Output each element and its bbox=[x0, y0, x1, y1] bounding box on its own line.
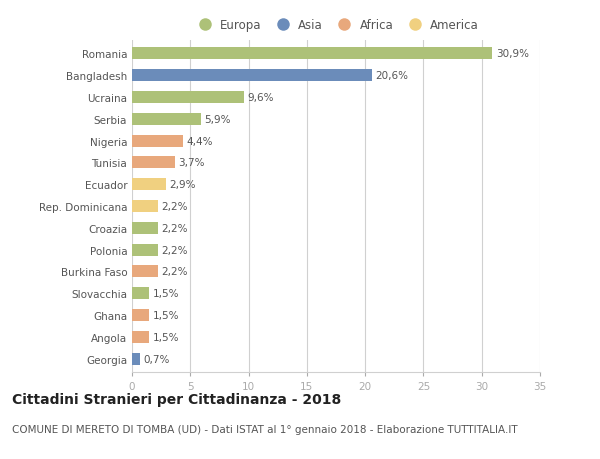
Bar bbox=[132, 179, 166, 191]
Bar bbox=[132, 244, 158, 256]
Text: COMUNE DI MERETO DI TOMBA (UD) - Dati ISTAT al 1° gennaio 2018 - Elaborazione TU: COMUNE DI MERETO DI TOMBA (UD) - Dati IS… bbox=[12, 424, 518, 434]
Text: 3,7%: 3,7% bbox=[179, 158, 205, 168]
Bar bbox=[132, 157, 175, 169]
Text: 1,5%: 1,5% bbox=[153, 310, 179, 320]
Bar bbox=[132, 222, 158, 234]
Text: 4,4%: 4,4% bbox=[187, 136, 213, 146]
Text: 9,6%: 9,6% bbox=[247, 93, 274, 103]
Text: 20,6%: 20,6% bbox=[376, 71, 409, 81]
Text: 2,2%: 2,2% bbox=[161, 202, 188, 212]
Text: 5,9%: 5,9% bbox=[204, 115, 231, 124]
Bar bbox=[132, 70, 372, 82]
Bar bbox=[132, 353, 140, 365]
Bar bbox=[132, 266, 158, 278]
Bar bbox=[132, 113, 201, 126]
Text: Cittadini Stranieri per Cittadinanza - 2018: Cittadini Stranieri per Cittadinanza - 2… bbox=[12, 392, 341, 406]
Text: 0,7%: 0,7% bbox=[143, 354, 170, 364]
Text: 1,5%: 1,5% bbox=[153, 332, 179, 342]
Text: 1,5%: 1,5% bbox=[153, 289, 179, 298]
Bar bbox=[132, 92, 244, 104]
Bar bbox=[132, 309, 149, 321]
Bar bbox=[132, 48, 492, 60]
Bar bbox=[132, 287, 149, 299]
Bar bbox=[132, 135, 183, 147]
Text: 2,2%: 2,2% bbox=[161, 245, 188, 255]
Bar bbox=[132, 201, 158, 213]
Text: 30,9%: 30,9% bbox=[496, 50, 529, 59]
Legend: Europa, Asia, Africa, America: Europa, Asia, Africa, America bbox=[188, 14, 484, 37]
Bar bbox=[132, 331, 149, 343]
Text: 2,9%: 2,9% bbox=[169, 180, 196, 190]
Text: 2,2%: 2,2% bbox=[161, 223, 188, 233]
Text: 2,2%: 2,2% bbox=[161, 267, 188, 277]
